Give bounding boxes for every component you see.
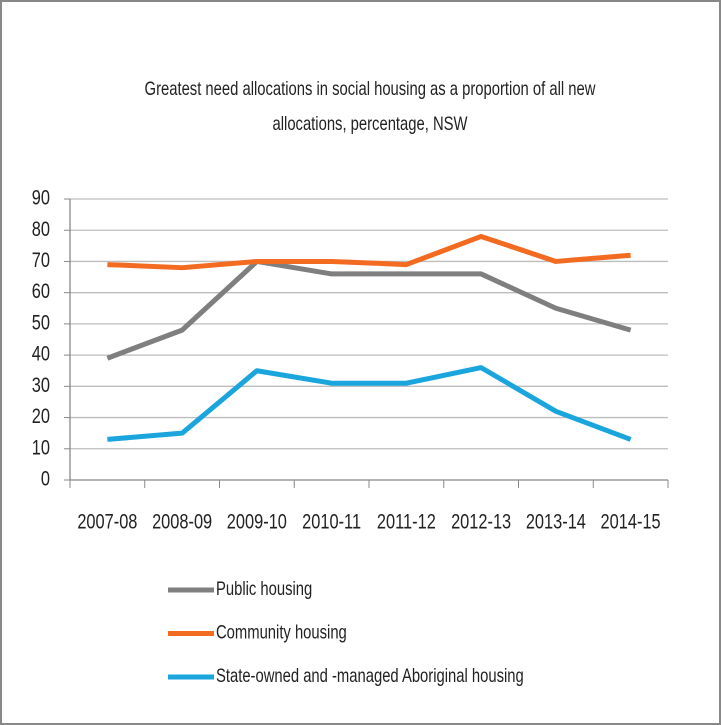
legend-label: Public housing	[216, 578, 312, 599]
legend-label: Community housing	[216, 622, 347, 643]
y-tick-label: 0	[41, 467, 50, 490]
y-tick-label: 50	[32, 310, 50, 333]
chart-title: Greatest need allocations in social hous…	[145, 78, 596, 99]
legend-label: State-owned and -managed Aboriginal hous…	[216, 665, 524, 686]
x-tick-label: 2011-12	[377, 510, 436, 533]
x-tick-label: 2010-11	[302, 510, 361, 533]
chart-title: allocations, percentage, NSW	[273, 113, 468, 134]
x-tick-label: 2009-10	[227, 510, 287, 533]
y-tick-label: 20	[32, 404, 50, 427]
y-tick-label: 80	[32, 217, 50, 240]
y-tick-label: 70	[32, 248, 50, 271]
series-line	[107, 365, 632, 442]
x-tick-label: 2008-09	[152, 510, 212, 533]
series-line	[107, 233, 631, 271]
x-tick-label: 2007-08	[77, 510, 137, 533]
text-layer: Greatest need allocations in social hous…	[32, 78, 661, 686]
y-tick-label: 30	[32, 373, 50, 396]
y-tick-label: 10	[32, 435, 50, 458]
x-tick-label: 2012-13	[451, 510, 511, 533]
y-tick-label: 90	[32, 186, 50, 209]
x-tick-label: 2014-15	[601, 510, 661, 533]
y-tick-label: 40	[32, 342, 50, 365]
x-tick-label: 2013-14	[526, 510, 586, 533]
series-line	[106, 258, 632, 361]
y-tick-label: 60	[32, 279, 50, 302]
